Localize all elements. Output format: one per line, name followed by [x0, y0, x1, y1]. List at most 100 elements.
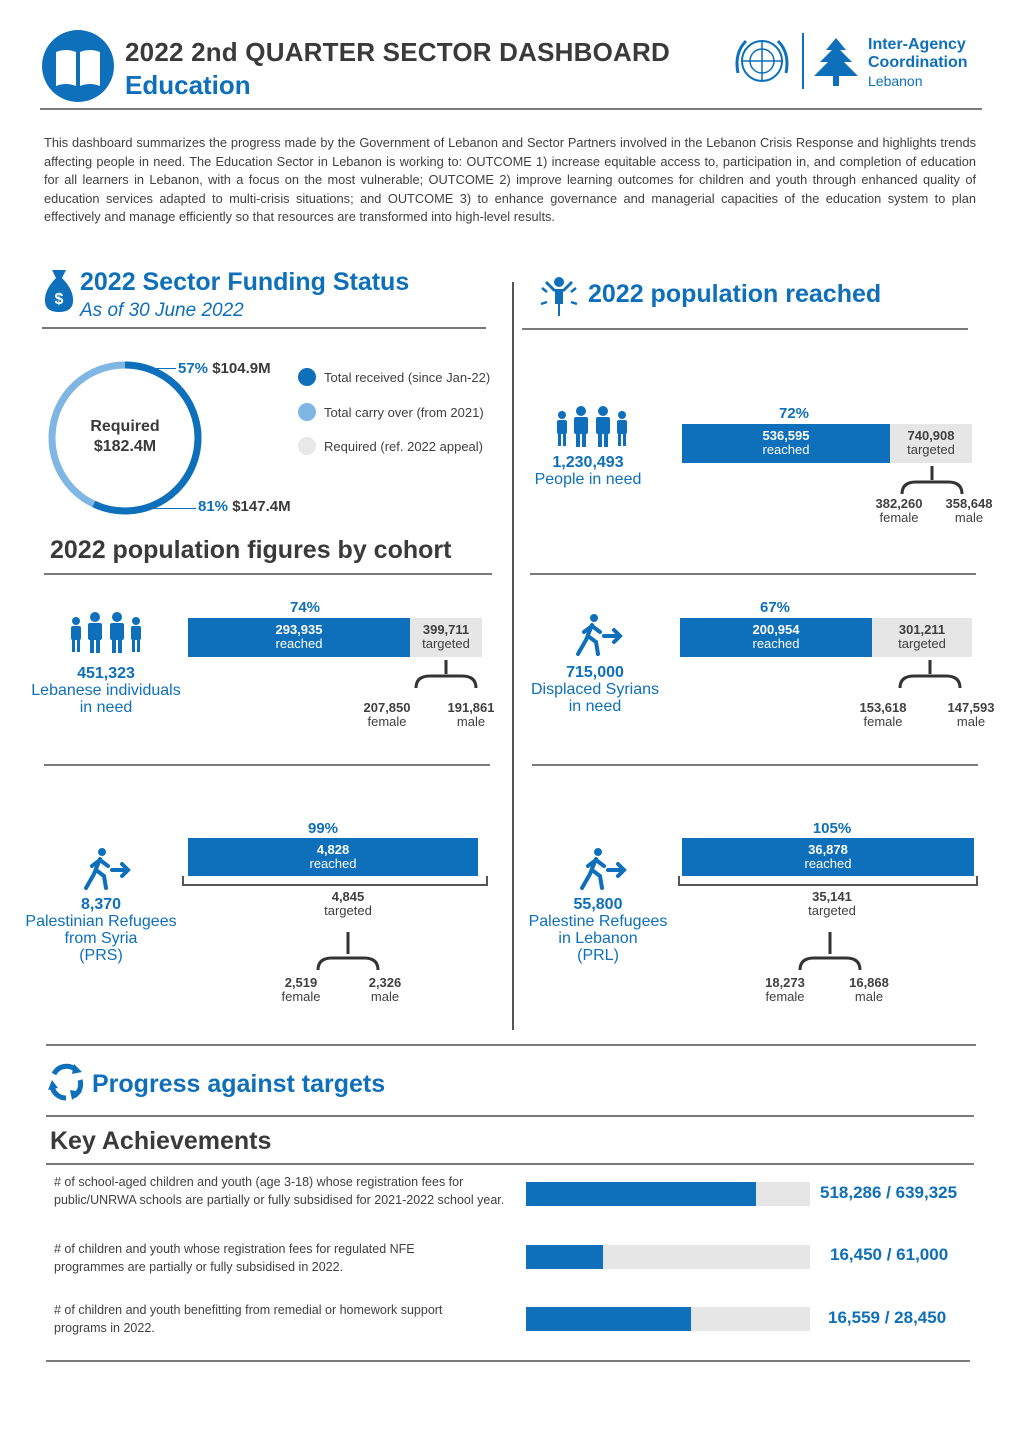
prl-need-value: 55,800 — [573, 896, 623, 913]
key-achievements-divider — [46, 1163, 974, 1165]
people-group-icon — [66, 612, 146, 654]
reached-title: 2022 population reached — [588, 280, 882, 308]
syrians-pct: 67% — [759, 599, 791, 616]
bar-value: 200,954 — [752, 622, 800, 637]
achievement-bar-2 — [526, 1245, 810, 1269]
syrians-reached-bar: 200,954 reached — [680, 618, 872, 657]
reached-bar-value: 536,595 — [762, 428, 810, 443]
targeted-label: targeted — [324, 903, 372, 918]
female-label: female — [863, 714, 903, 729]
male-label: male — [456, 714, 486, 729]
funding-subtitle: As of 30 June 2022 — [80, 300, 244, 321]
bar-label: targeted — [898, 636, 946, 651]
received-leader-line — [150, 368, 176, 369]
male-label: male — [854, 989, 884, 1004]
syrians-need-label: Displaced Syrians — [530, 681, 660, 698]
logo-divider — [802, 33, 804, 89]
cycle-arrows-icon — [46, 1062, 86, 1102]
money-bag-icon: $ — [42, 268, 76, 314]
bar-label: reached — [752, 636, 800, 651]
female-value: 382,260 — [875, 496, 923, 511]
person-moving-icon — [578, 846, 630, 892]
people-group-icon — [552, 406, 632, 448]
people-in-need-value: 1,230,493 — [552, 454, 624, 471]
prs-reached-bar: 4,828 reached — [188, 838, 478, 876]
prs-need-label2: from Syria — [64, 930, 138, 947]
syrians-targeted-bar: 301,211 targeted — [872, 618, 972, 657]
achievement-fill-2 — [526, 1245, 603, 1269]
person-arms-up-icon — [538, 274, 580, 318]
bar-label: reached — [275, 636, 323, 651]
male-label: male — [956, 714, 986, 729]
lebanese-need-label: Lebanese individuals — [31, 682, 181, 699]
cohort-title: 2022 population figures by cohort — [50, 536, 452, 564]
achievement-text-3: # of children and youth benefitting from… — [54, 1303, 443, 1335]
received-pct: 57% — [178, 360, 209, 377]
legend-swatch — [298, 437, 316, 455]
carryover-callout: 81% $147.4M — [198, 498, 291, 515]
targeted-value: 35,141 — [812, 889, 852, 904]
prl-pct: 105% — [812, 820, 852, 837]
legend-swatch — [298, 403, 316, 421]
achievement-value-1: 518,286 / 639,325 — [820, 1183, 958, 1202]
targeted-bar-value: 740,908 — [907, 428, 955, 443]
prl-need-label2: in Lebanon — [558, 930, 638, 947]
bottom-divider — [46, 1360, 970, 1362]
carryover-pct: 81% — [198, 498, 229, 515]
bar-value: 4,828 — [316, 842, 350, 857]
un-emblem-icon — [730, 33, 794, 91]
lebanese-targeted-bar: 399,711 targeted — [410, 618, 482, 657]
funding-donut — [45, 358, 205, 518]
female-value: 18,273 — [765, 975, 805, 990]
progress-top-divider — [46, 1044, 976, 1046]
achievement-value-3: 16,559 / 28,450 — [828, 1308, 947, 1327]
prl-need-label: Palestine Refugees — [528, 913, 668, 930]
male-value: 147,593 — [947, 700, 995, 715]
achievement-text-1: # of school-aged children and youth (age… — [54, 1175, 505, 1207]
row-divider-right — [532, 764, 978, 766]
female-label: female — [879, 510, 919, 525]
female-label: female — [281, 989, 321, 1004]
female-value: 207,850 — [363, 700, 411, 715]
legend-carryover: Total carry over (from 2021) — [298, 403, 484, 421]
gender-brace — [316, 932, 380, 972]
achievement-text-2: # of children and youth whose registrati… — [54, 1242, 415, 1274]
bar-value: 36,878 — [808, 842, 848, 857]
legend-swatch — [298, 368, 316, 386]
lebanese-need-label2: in need — [79, 699, 133, 716]
male-label: male — [954, 510, 984, 525]
progress-title: Progress against targets — [92, 1070, 386, 1098]
bar-label: targeted — [422, 636, 470, 651]
people-in-need-label: People in need — [534, 471, 642, 488]
prs-need-label3: (PRS) — [79, 947, 123, 964]
male-value: 16,868 — [849, 975, 889, 990]
book-icon — [42, 30, 114, 102]
syrians-need-value: 715,000 — [566, 664, 624, 681]
syrians-need-label2: in need — [568, 698, 622, 715]
bar-value: 399,711 — [422, 622, 470, 637]
legend-label: Required (ref. 2022 appeal) — [324, 438, 483, 454]
male-value: 358,648 — [945, 496, 993, 511]
legend-label: Total received (since Jan-22) — [324, 369, 491, 385]
reached-divider — [522, 328, 968, 330]
reached-bar: 536,595 reached — [682, 424, 890, 463]
legend-received: Total received (since Jan-22) — [298, 368, 490, 386]
bar-value: 301,211 — [898, 622, 946, 637]
targeted-bracket — [678, 876, 978, 886]
achievement-bar-3 — [526, 1307, 810, 1331]
targeted-value: 4,845 — [331, 889, 365, 904]
gender-brace — [898, 660, 962, 690]
gender-brace — [798, 932, 862, 972]
person-moving-icon — [574, 612, 626, 658]
prs-pct: 99% — [307, 820, 339, 837]
achievement-fill-3 — [526, 1307, 691, 1331]
gender-brace — [900, 466, 964, 496]
funding-title: 2022 Sector Funding Status — [80, 268, 410, 296]
cedar-tree-icon — [810, 36, 862, 90]
targeted-bar: 740,908 targeted — [890, 424, 972, 463]
achievement-bar-1 — [526, 1182, 810, 1206]
person-moving-icon — [82, 846, 134, 892]
received-value: $104.9M — [212, 360, 271, 377]
bar-label: reached — [309, 856, 357, 871]
org-name-line2: Coordination — [868, 54, 968, 71]
